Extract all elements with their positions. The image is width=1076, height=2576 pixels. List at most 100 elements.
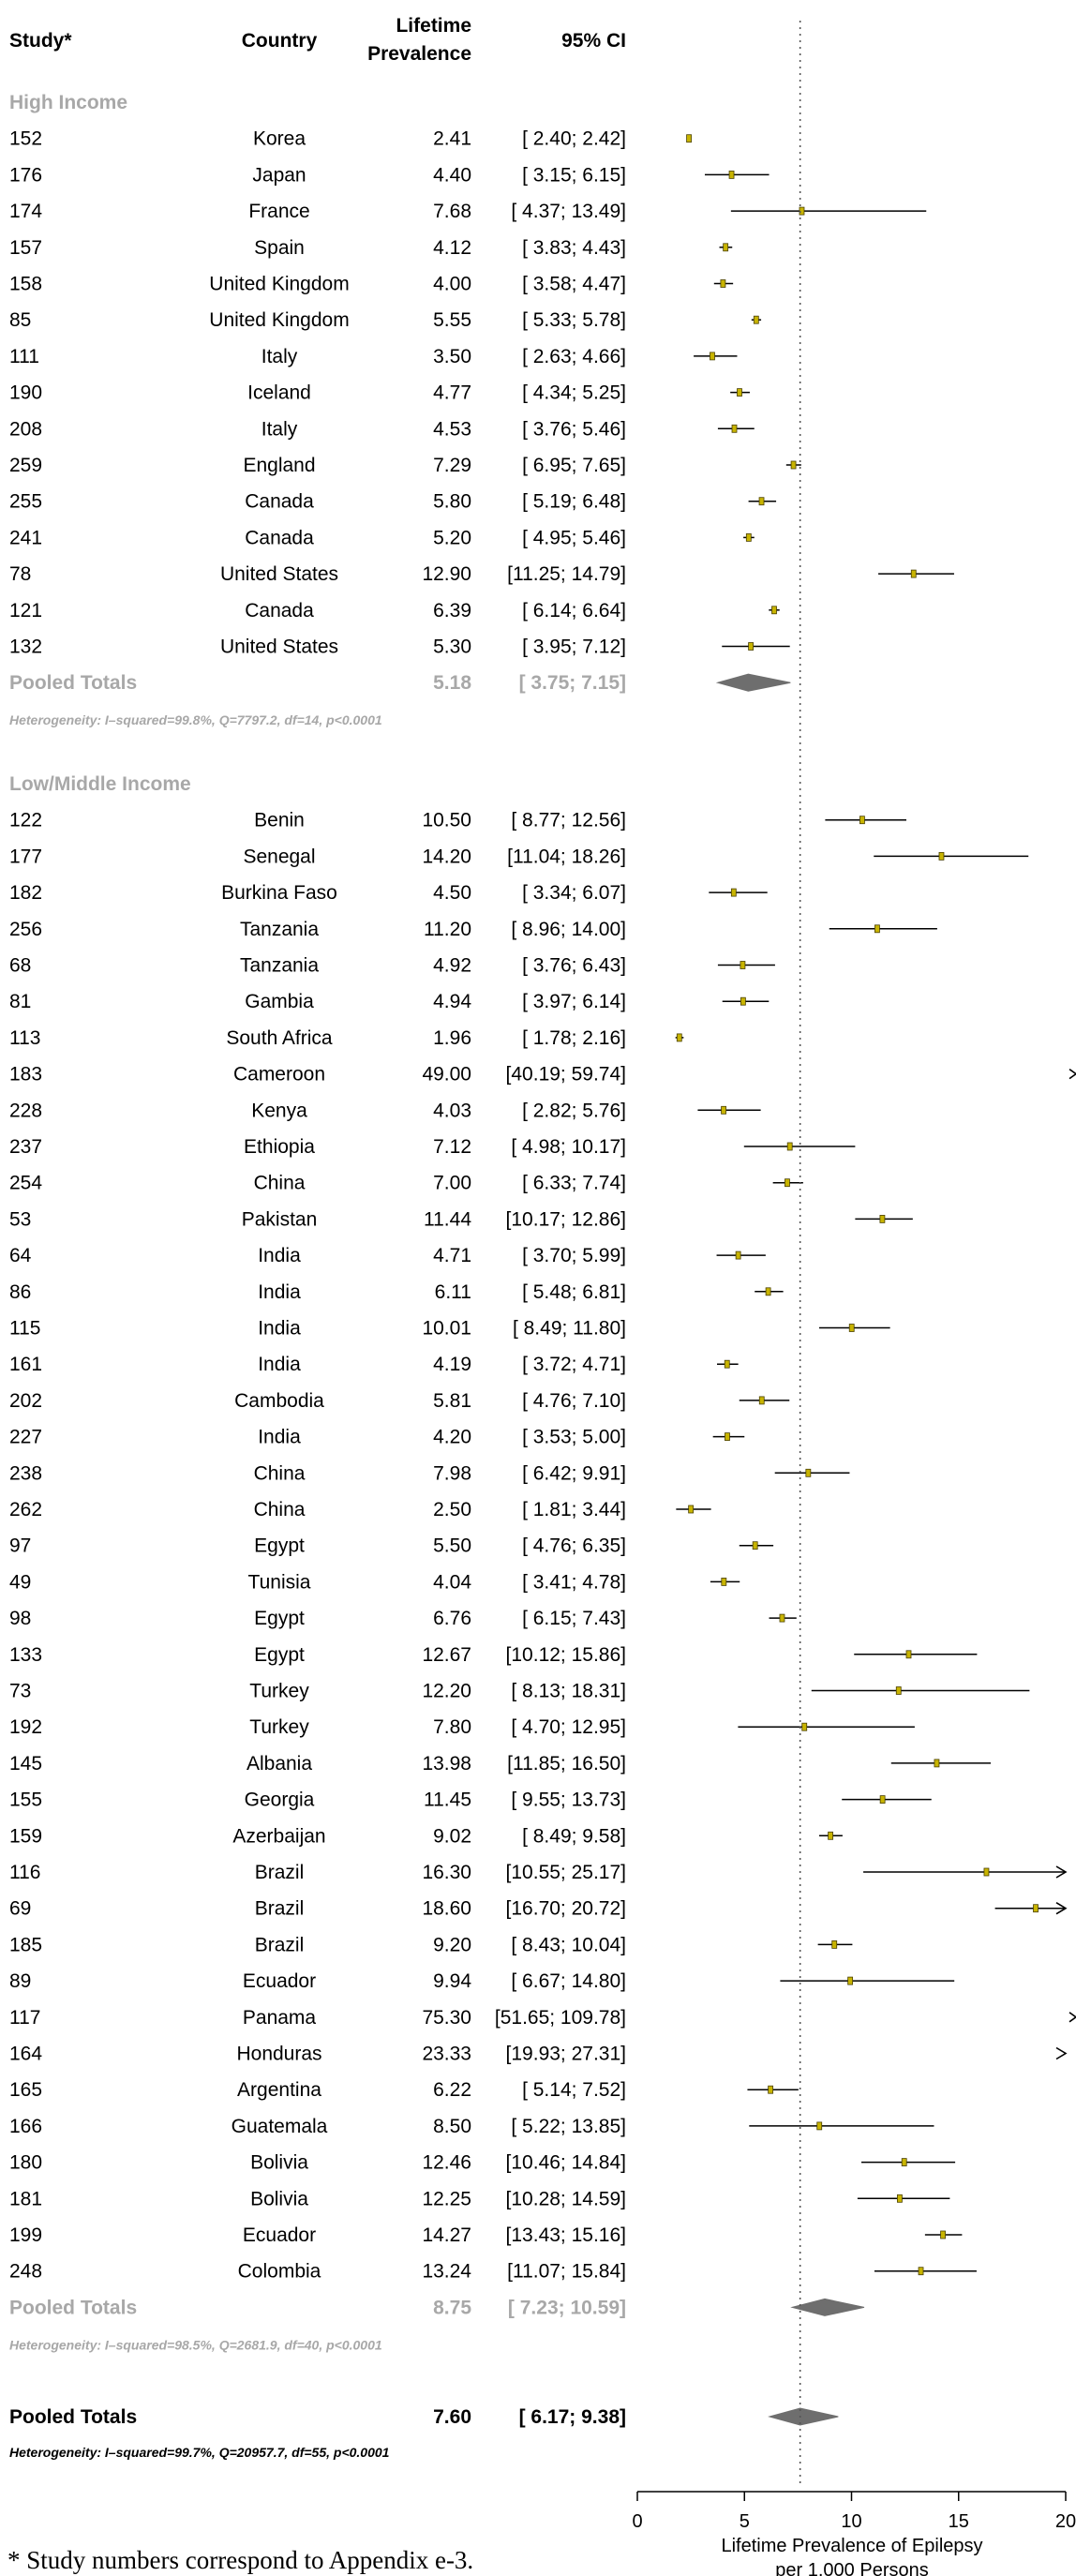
prevalence-value: 9.02: [433, 1825, 471, 1847]
country-name: Egypt: [254, 1644, 305, 1666]
country-name: Tanzania: [240, 919, 319, 940]
prevalence-value: 4.71: [433, 1245, 471, 1266]
country-name: Ecuador: [243, 1970, 316, 1992]
prevalence-value: 11.45: [424, 1790, 471, 1811]
x-tick-label: 15: [949, 2511, 969, 2532]
point-estimate: [847, 1976, 854, 1985]
study-id: 133: [9, 1644, 42, 1666]
point-estimate: [771, 606, 777, 615]
prevalence-value: 14.27: [422, 2224, 471, 2246]
ci-text: [10.28; 14.59]: [506, 2188, 626, 2209]
country-name: Korea: [253, 128, 306, 150]
study-id: 238: [9, 1462, 42, 1484]
study-id: 122: [9, 810, 42, 831]
ci-text: [ 4.95; 5.46]: [522, 527, 626, 548]
point-estimate: [910, 569, 917, 578]
point-estimate: [765, 1287, 771, 1296]
prevalence-value: 6.39: [433, 600, 471, 622]
point-estimate: [905, 1650, 912, 1659]
country-name: United Kingdom: [209, 274, 349, 295]
country-name: Canada: [245, 491, 314, 513]
point-estimate: [983, 1867, 990, 1877]
country-name: Pakistan: [242, 1208, 318, 1230]
ci-text: [10.12; 15.86]: [506, 1644, 626, 1666]
prevalence-value: 7.12: [433, 1136, 471, 1158]
prevalence-value: 11.44: [424, 1208, 471, 1230]
study-id: 166: [9, 2116, 42, 2137]
ci-text: [ 8.13; 18.31]: [511, 1681, 626, 1702]
overall-heterogeneity-note: Heterogeneity: I–squared=99.7%, Q=20957.…: [9, 2445, 390, 2460]
ci-text: [ 5.48; 6.81]: [522, 1281, 626, 1303]
ci-overflow-arrow: [1069, 2012, 1076, 2023]
study-id: 161: [9, 1354, 42, 1375]
prevalence-value: 5.30: [433, 637, 471, 658]
study-column-header: Study*: [9, 30, 72, 52]
study-id: 85: [9, 309, 31, 331]
country-name: Honduras: [236, 2044, 321, 2065]
prevalence-value: 13.24: [422, 2261, 471, 2283]
ci-overflow-arrow: [1069, 1068, 1076, 1080]
country-name: United Kingdom: [209, 309, 349, 331]
study-id: 192: [9, 1716, 42, 1738]
ci-text: [ 3.95; 7.12]: [522, 637, 626, 658]
ci-arrow: [1055, 1902, 1068, 1915]
prevalence-value: 7.80: [433, 1716, 471, 1738]
ci-text: [ 3.83; 4.43]: [522, 237, 626, 259]
ci-text: [ 4.37; 13.49]: [511, 201, 626, 222]
country-name: Ecuador: [243, 2224, 316, 2246]
country-name: Benin: [254, 810, 305, 831]
country-column-header: Country: [242, 30, 318, 52]
prevalence-value: 5.55: [433, 309, 471, 331]
point-estimate: [790, 460, 797, 470]
study-id: 81: [9, 991, 31, 1012]
prevalence-value: 7.29: [433, 455, 471, 476]
ci-text: [ 3.34; 6.07]: [522, 882, 626, 904]
study-id: 155: [9, 1790, 42, 1811]
country-name: France: [248, 201, 309, 222]
study-id: 208: [9, 418, 42, 440]
ci-text: [ 8.49; 11.80]: [513, 1318, 626, 1340]
study-id: 183: [9, 1064, 42, 1086]
point-estimate: [730, 888, 737, 897]
study-id: 121: [9, 600, 42, 622]
ci-text: [ 8.43; 10.04]: [511, 1934, 626, 1955]
prevalence-value: 12.20: [422, 1681, 471, 1702]
point-estimate: [779, 1613, 785, 1623]
study-id: 190: [9, 382, 42, 404]
point-estimate: [737, 388, 742, 397]
prevalence-value: 5.50: [433, 1535, 471, 1557]
ci-text: [10.55; 25.17]: [506, 1862, 626, 1883]
study-id: 254: [9, 1173, 42, 1194]
overall-pooled-ci: [ 6.17; 9.38]: [519, 2406, 626, 2428]
ci-text: [ 3.41; 4.78]: [522, 1571, 626, 1593]
ci-text: [40.19; 59.74]: [506, 1064, 626, 1086]
ci-text: [13.43; 15.16]: [506, 2224, 626, 2246]
study-id: 115: [9, 1318, 40, 1340]
prevalence-value: 4.20: [433, 1427, 471, 1448]
point-estimate: [859, 816, 865, 825]
ci-text: [ 3.15; 6.15]: [522, 164, 626, 186]
prevalence-value: 4.12: [433, 237, 471, 259]
ci-text: [ 4.76; 6.35]: [522, 1535, 626, 1557]
overall-pooled-diamond: [768, 2407, 839, 2426]
prevalence-value: 4.03: [433, 1100, 471, 1121]
study-id: 157: [9, 237, 42, 259]
country-name: India: [258, 1245, 301, 1266]
heterogeneity-note: Heterogeneity: I–squared=99.8%, Q=7797.2…: [9, 712, 382, 727]
point-estimate: [801, 1722, 808, 1731]
prevalence-value: 4.53: [433, 418, 471, 440]
plot-area: [675, 21, 1076, 2484]
country-name: Canada: [245, 600, 314, 622]
prevalence-value: 4.40: [433, 164, 471, 186]
study-id: 185: [9, 1934, 42, 1955]
prevalence-value: 4.50: [433, 882, 471, 904]
prevalence-value: 5.81: [433, 1390, 471, 1412]
study-id: 111: [9, 346, 39, 367]
study-id: 116: [9, 1862, 40, 1883]
study-id: 98: [9, 1608, 31, 1629]
country-name: India: [258, 1281, 301, 1303]
study-id: 176: [9, 164, 42, 186]
ci-text: [ 3.76; 6.43]: [522, 955, 626, 977]
country-name: Argentina: [237, 2079, 321, 2101]
